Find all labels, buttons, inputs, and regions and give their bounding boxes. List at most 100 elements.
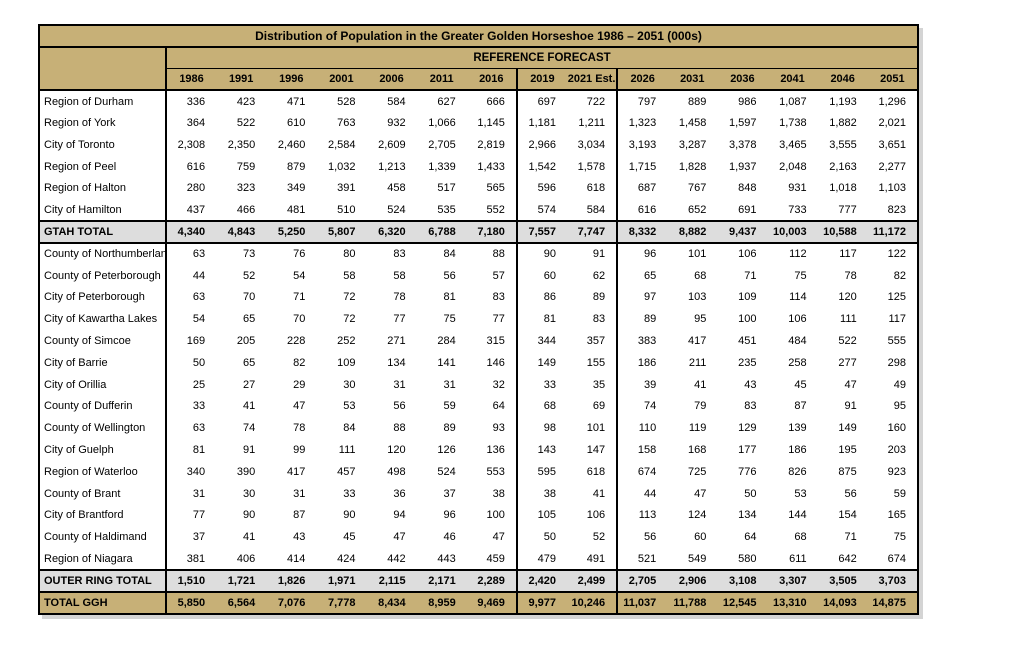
population-value-cell: 1,510: [177, 574, 206, 587]
population-value-cell: 100: [738, 313, 757, 326]
table-row: City of Kawartha Lakes 54 65 70 72 77 75 77 81 83…: [39, 308, 918, 331]
population-value-cell: 875: [838, 465, 857, 478]
table-row: City of Hamilton 437 466 481 510 524 535 552 574…: [39, 199, 918, 222]
table-row: OUTER RING TOTAL 1,510 1,721 1,826 1,971 2,11…: [39, 569, 918, 592]
population-value-cell: 53: [794, 487, 807, 500]
population-value-cell: 75: [794, 269, 807, 282]
row-label: City of Peterborough: [39, 286, 167, 309]
row-label: Region of Halton: [39, 177, 167, 200]
population-value-cell: 459: [486, 552, 505, 565]
population-value-cell: 406: [236, 552, 256, 565]
row-label: County of Wellington: [39, 417, 167, 440]
row-label: City of Hamilton: [39, 199, 167, 222]
population-value-cell: 1,213: [378, 160, 406, 173]
population-value-cell: 383: [616, 330, 668, 352]
row-label: GTAH TOTAL: [39, 221, 167, 243]
year-column-header: 2036: [717, 68, 768, 91]
population-value-cell: 627: [437, 95, 456, 108]
population-value-cell: 63: [192, 422, 206, 435]
population-value-cell: 105: [515, 504, 567, 527]
population-value-cell: 1,738: [779, 117, 807, 130]
population-value-cell: 149: [515, 351, 567, 374]
population-value-cell: 71: [744, 269, 757, 282]
population-value-cell: 205: [236, 335, 256, 348]
population-value-cell: 49: [893, 378, 906, 391]
population-value-cell: 83: [492, 291, 505, 304]
row-label: OUTER RING TOTAL: [39, 569, 167, 592]
population-value-cell: 1,458: [678, 117, 707, 130]
population-value-cell: 112: [789, 248, 807, 261]
population-value-cell: 47: [492, 531, 505, 544]
population-value-cell: 1,433: [477, 160, 505, 173]
row-label: Region of Waterloo: [39, 460, 167, 483]
population-value-cell: 364: [186, 117, 206, 130]
population-value-cell: 31: [192, 487, 206, 500]
population-value-cell: 611: [789, 552, 807, 565]
population-value-cell: 74: [616, 395, 668, 418]
population-value-cell: 100: [486, 509, 505, 522]
population-value-cell: 63: [192, 291, 206, 304]
population-value-cell: 522: [236, 117, 256, 130]
population-value-cell: 1,323: [616, 112, 668, 134]
population-value-cell: 584: [387, 95, 406, 108]
year-column-header: 2041: [767, 68, 818, 91]
population-value-cell: 154: [838, 509, 857, 522]
population-value-cell: 41: [243, 400, 256, 413]
population-value-cell: 3,034: [577, 138, 606, 151]
population-value-cell: 596: [515, 177, 567, 200]
table-row: Region of Peel 616 759 879 1,032 1,213 1,339 1,…: [39, 155, 918, 178]
population-value-cell: 618: [586, 465, 606, 478]
table-row: County of Peterborough 44 52 54 58 58 56 57 60 62…: [39, 264, 918, 287]
population-value-cell: 59: [893, 487, 906, 500]
population-value-cell: 1,181: [515, 112, 567, 134]
population-value-cell: 120: [387, 444, 406, 457]
population-value-cell: 11,788: [673, 596, 707, 609]
population-value-cell: 111: [338, 444, 356, 457]
population-value-cell: 101: [688, 248, 707, 261]
population-value-cell: 986: [738, 95, 757, 108]
population-value-cell: 109: [738, 291, 757, 304]
population-value-cell: 177: [738, 444, 757, 457]
population-value-cell: 4,340: [177, 226, 206, 239]
population-value-cell: 9,437: [728, 226, 757, 239]
population-value-cell: 6,320: [378, 226, 406, 239]
population-value-cell: 565: [486, 182, 505, 195]
population-value-cell: 76: [293, 248, 306, 261]
population-value-cell: 125: [887, 291, 906, 304]
population-value-cell: 298: [887, 356, 906, 369]
table-row: Region of Waterloo 340 390 417 457 498 524 553 5…: [39, 460, 918, 483]
population-value-cell: 98: [515, 417, 567, 440]
year-column-header: 2021 Est.: [567, 68, 618, 91]
population-value-cell: 80: [343, 248, 356, 261]
population-value-cell: 60: [694, 531, 707, 544]
population-value-cell: 2,171: [428, 574, 456, 587]
population-value-cell: 826: [788, 465, 807, 478]
population-value-cell: 2,584: [327, 138, 356, 151]
population-value-cell: 74: [243, 422, 256, 435]
population-value-cell: 47: [694, 487, 707, 500]
table-row: County of Simcoe 169 205 228 252 271 284 315 344…: [39, 330, 918, 352]
population-value-cell: 78: [393, 291, 406, 304]
population-value-cell: 110: [616, 417, 668, 440]
population-value-cell: 510: [337, 203, 356, 216]
population-value-cell: 1,828: [678, 160, 707, 173]
population-value-cell: 524: [437, 465, 456, 478]
population-value-cell: 479: [515, 548, 567, 570]
population-value-cell: 457: [337, 465, 356, 478]
population-value-cell: 211: [688, 356, 707, 369]
population-value-cell: 574: [515, 199, 567, 222]
population-value-cell: 1,715: [616, 155, 668, 178]
population-value-cell: 83: [592, 313, 606, 326]
population-value-cell: 101: [586, 422, 606, 435]
table-body: Region of Durham 336 423 471 528 584 627 666 697…: [39, 90, 918, 614]
population-value-cell: 103: [688, 291, 707, 304]
population-value-cell: 72: [343, 313, 356, 326]
population-value-cell: 54: [293, 269, 306, 282]
population-value-cell: 2,705: [428, 138, 456, 151]
population-value-cell: 52: [592, 531, 606, 544]
population-value-cell: 879: [287, 160, 306, 173]
population-value-cell: 41: [243, 531, 256, 544]
population-value-cell: 77: [393, 313, 406, 326]
population-value-cell: 524: [387, 203, 406, 216]
population-value-cell: 344: [515, 330, 567, 352]
